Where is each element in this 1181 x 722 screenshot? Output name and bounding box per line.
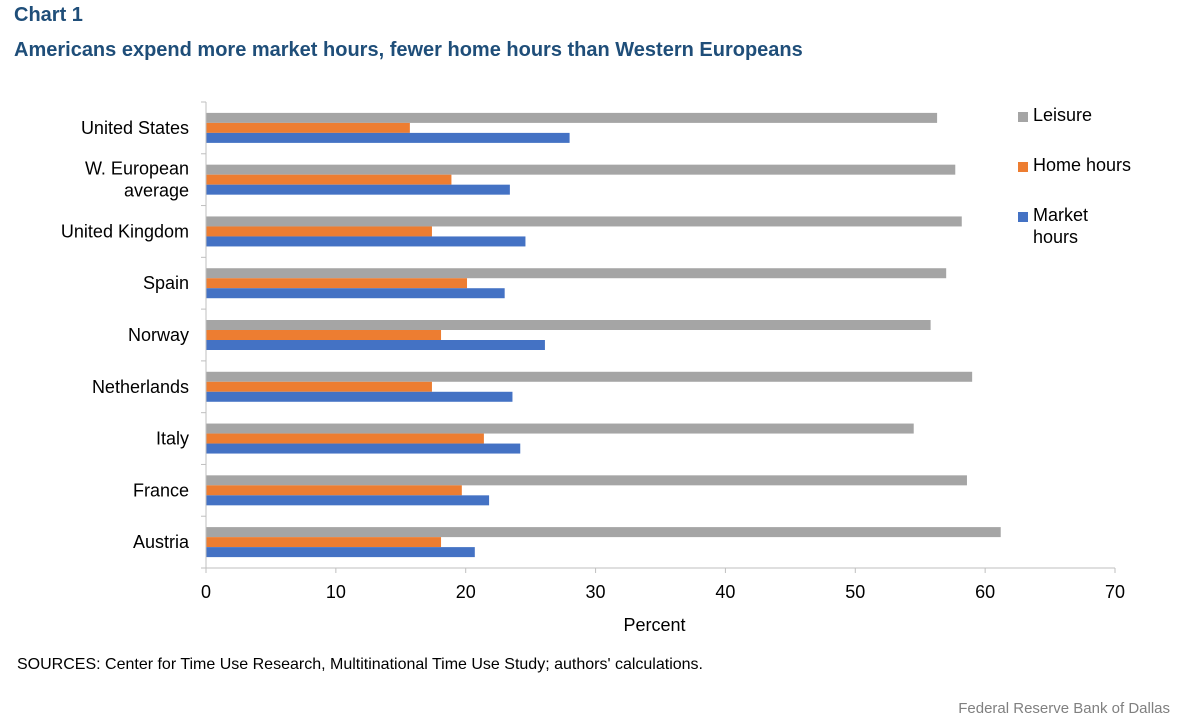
- x-tick-label-30: 30: [586, 582, 606, 602]
- bar-leisure-united-states: [206, 112, 938, 123]
- category-label-united-kingdom: United Kingdom: [61, 221, 189, 241]
- category-label-norway: Norway: [128, 325, 189, 345]
- legend-item-home-hours: Home hours: [1018, 154, 1168, 204]
- x-tick-label-60: 60: [975, 582, 995, 602]
- credit-line: Federal Reserve Bank of Dallas: [958, 700, 1170, 717]
- category-label-netherlands: Netherlands: [92, 377, 189, 397]
- category-label-austria: Austria: [133, 532, 190, 552]
- bar-market-hours-united-kingdom: [206, 236, 526, 247]
- legend-swatch-home-hours: [1018, 162, 1028, 172]
- legend-label-market-hours: Market hours: [1033, 205, 1089, 247]
- bar-leisure-norway: [206, 320, 931, 330]
- x-tick-label-0: 0: [201, 582, 211, 602]
- bar-market-hours-italy: [206, 443, 521, 454]
- category-label-spain: Spain: [143, 273, 189, 293]
- category-label-france: France: [133, 480, 189, 500]
- bar-market-hours-france: [206, 495, 490, 506]
- bar-leisure-italy: [206, 423, 914, 434]
- x-tick-label-70: 70: [1105, 582, 1125, 602]
- bar-home-hours-spain: [206, 278, 468, 289]
- bar-leisure-austria: [206, 527, 1001, 538]
- x-tick-label-20: 20: [456, 582, 476, 602]
- category-label-w-european-average-line-1: W. European: [85, 159, 189, 179]
- legend-label-home-hours: Home hours: [1033, 155, 1132, 175]
- bar-leisure-united-kingdom: [206, 216, 962, 227]
- x-axis-title: Percent: [623, 615, 685, 635]
- legend-swatch-leisure: [1018, 112, 1028, 122]
- bar-home-hours-france: [206, 485, 462, 496]
- chart-legend: Leisure Home hours Market hours: [1018, 104, 1168, 254]
- bar-home-hours-austria: [206, 537, 442, 548]
- bar-leisure-france: [206, 475, 967, 486]
- bar-home-hours-w-european-average: [206, 174, 452, 185]
- bar-leisure-spain: [206, 268, 947, 279]
- chart-label: Chart 1: [14, 4, 83, 26]
- legend-item-leisure: Leisure: [1018, 104, 1168, 154]
- bar-market-hours-spain: [206, 288, 505, 299]
- sources-note: SOURCES: Center for Time Use Research, M…: [17, 656, 703, 673]
- legend-label-leisure: Leisure: [1033, 105, 1093, 125]
- bar-home-hours-united-states: [206, 122, 410, 133]
- legend-item-market-hours: Market hours: [1018, 204, 1168, 254]
- bar-market-hours-netherlands: [206, 391, 513, 402]
- bar-leisure-w-european-average: [206, 164, 956, 175]
- chart-title: Americans expend more market hours, fewe…: [14, 39, 803, 61]
- bar-market-hours-austria: [206, 547, 475, 558]
- x-tick-label-50: 50: [845, 582, 865, 602]
- bar-home-hours-netherlands: [206, 381, 432, 392]
- category-label-united-states: United States: [81, 118, 189, 138]
- bar-home-hours-norway: [206, 330, 442, 340]
- category-label-w-european-average-line-2: average: [124, 181, 189, 201]
- category-label-italy: Italy: [156, 429, 189, 449]
- bar-market-hours-united-states: [206, 132, 570, 143]
- x-tick-label-40: 40: [715, 582, 735, 602]
- bar-home-hours-italy: [206, 433, 484, 444]
- bar-home-hours-united-kingdom: [206, 226, 432, 237]
- legend-swatch-market-hours: [1018, 212, 1028, 222]
- bar-market-hours-w-european-average: [206, 184, 510, 195]
- bar-market-hours-norway: [206, 340, 545, 350]
- bar-leisure-netherlands: [206, 371, 973, 382]
- x-tick-label-10: 10: [326, 582, 346, 602]
